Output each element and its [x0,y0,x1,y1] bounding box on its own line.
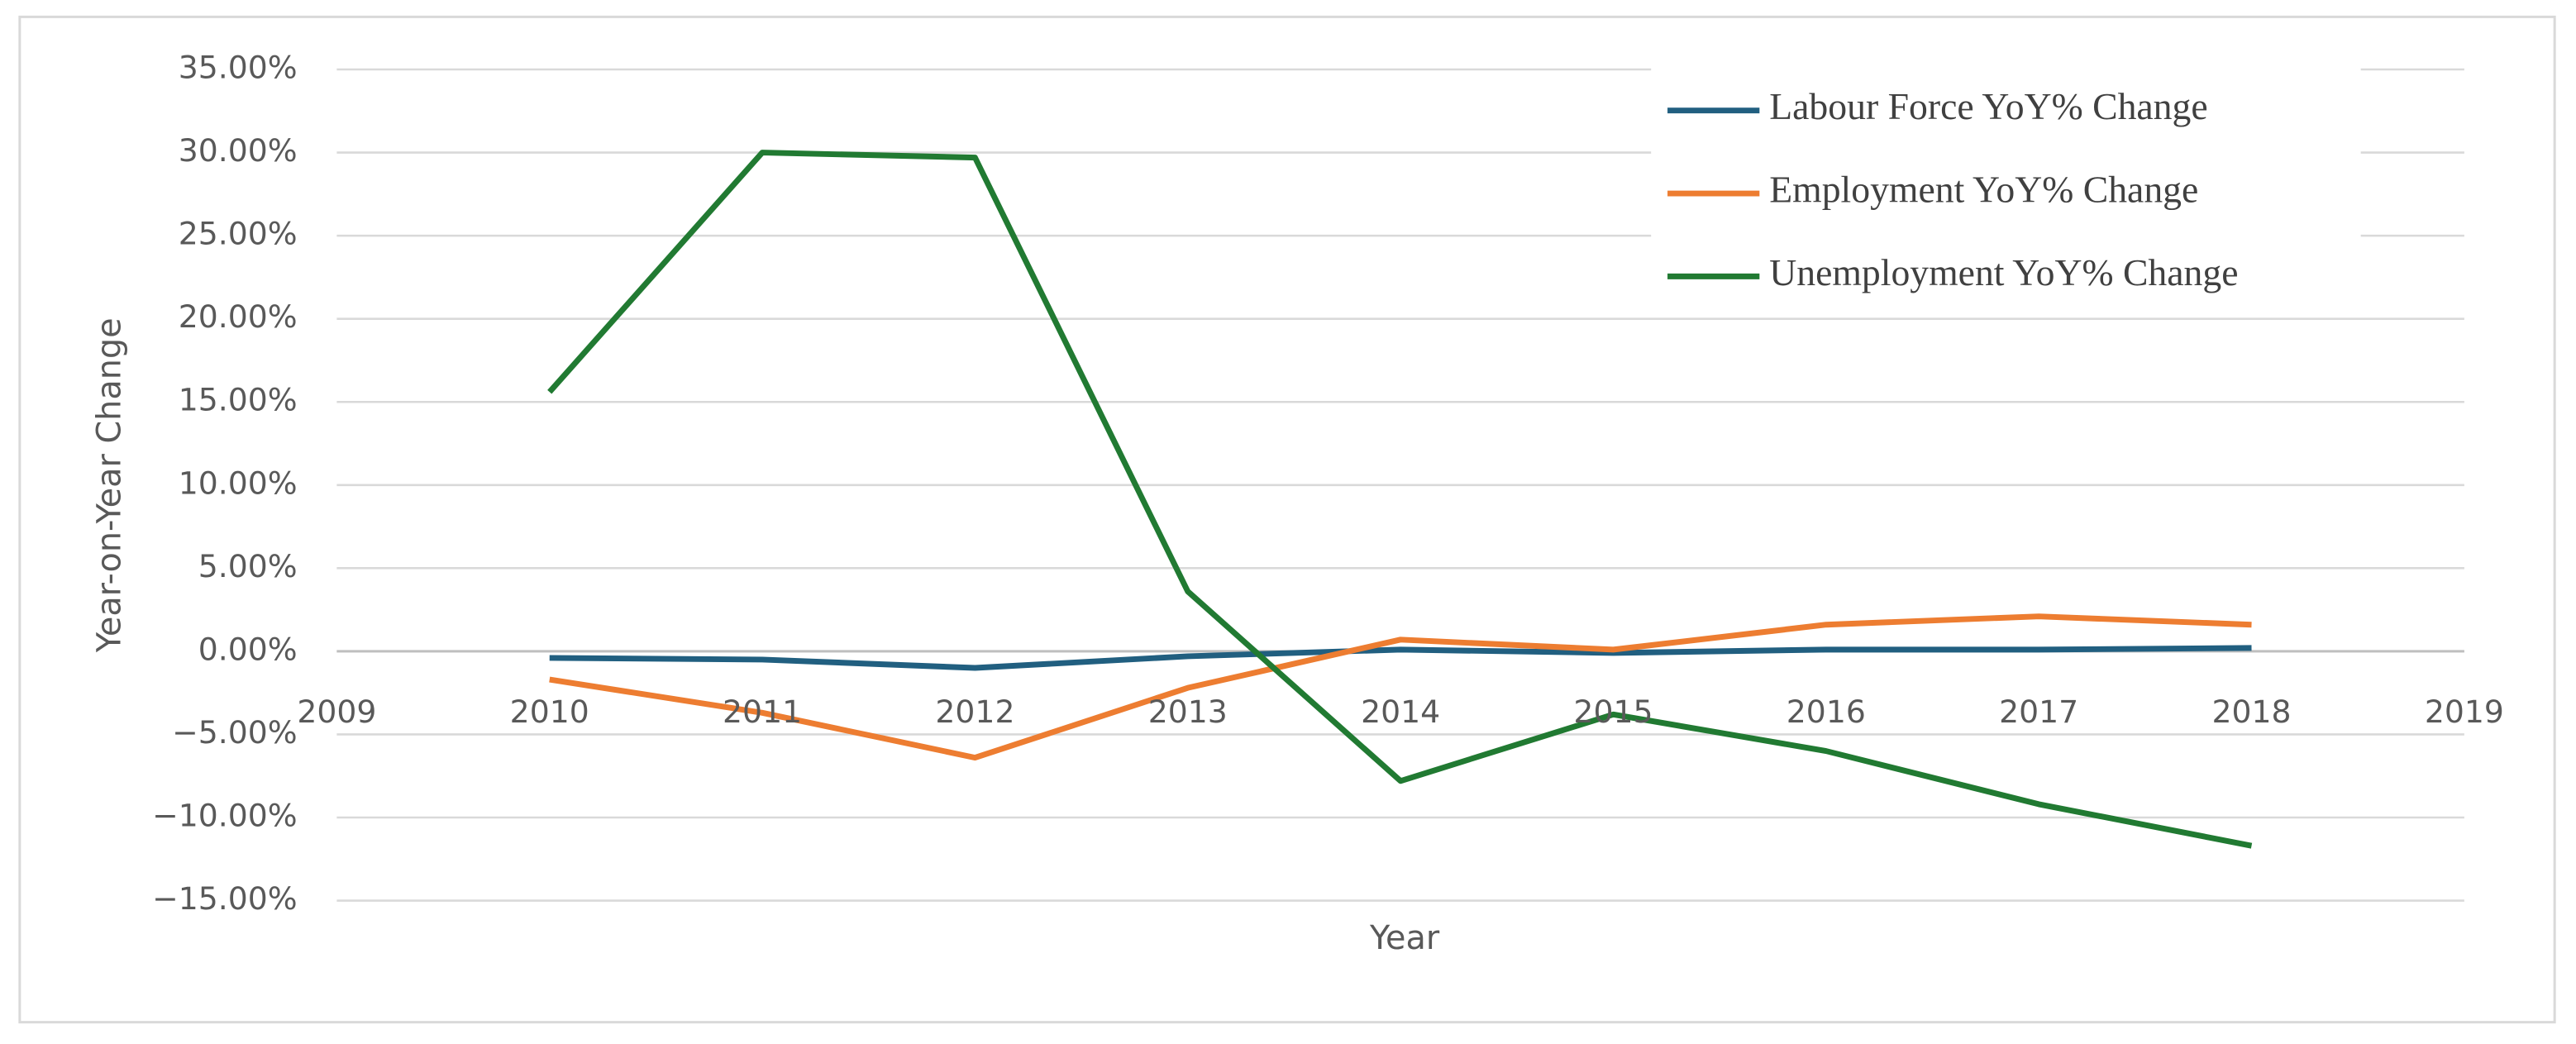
y-tick-label: −15.00% [152,880,298,917]
series-line [549,613,2252,761]
x-axis-title: Year [1369,919,1440,957]
y-tick-label: 25.00% [179,216,298,252]
y-tick-label: 30.00% [179,132,298,169]
x-tick-label: 2009 [297,694,376,730]
y-tick-label: 5.00% [198,548,298,584]
x-tick-label: 2012 [935,694,1014,730]
y-tick-label: 15.00% [179,382,298,418]
series-line [547,150,2253,849]
x-tick-label: 2016 [1787,694,1866,730]
lines [547,150,2253,849]
x-tick-label: 2019 [2425,694,2504,730]
legend-label: Labour Force YoY% Change [1769,85,2207,127]
y-tick-label: 0.00% [198,631,298,667]
y-tick-label: −5.00% [172,714,298,751]
y-tick-label: 20.00% [179,298,298,335]
y-axis-title: Year-on-Year Change [91,317,129,653]
x-tick-label: 2010 [510,694,589,730]
y-tick-label: −10.00% [152,798,298,834]
x-tick-label: 2011 [723,694,802,730]
y-tick-label: 10.00% [179,465,298,501]
y-tick-label: 35.00% [179,50,298,86]
series-line [549,645,2252,671]
x-tick-label: 2014 [1361,694,1440,730]
x-tick-label: 2018 [2211,694,2291,730]
x-tick-label: 2017 [1999,694,2078,730]
legend-background [1651,66,2361,318]
labels: −15.00% −10.00% −5.00% 0.00% 5.00% 10.00% 15.0… [152,50,2504,918]
legend-label: Unemployment YoY% Change [1769,251,2238,293]
legend-label: Employment YoY% Change [1769,169,2198,211]
legend: Labour Force YoY% Change Employment YoY% … [1651,66,2361,318]
x-tick-label: 2013 [1148,694,1228,730]
x-tick-label: 2015 [1573,694,1653,730]
